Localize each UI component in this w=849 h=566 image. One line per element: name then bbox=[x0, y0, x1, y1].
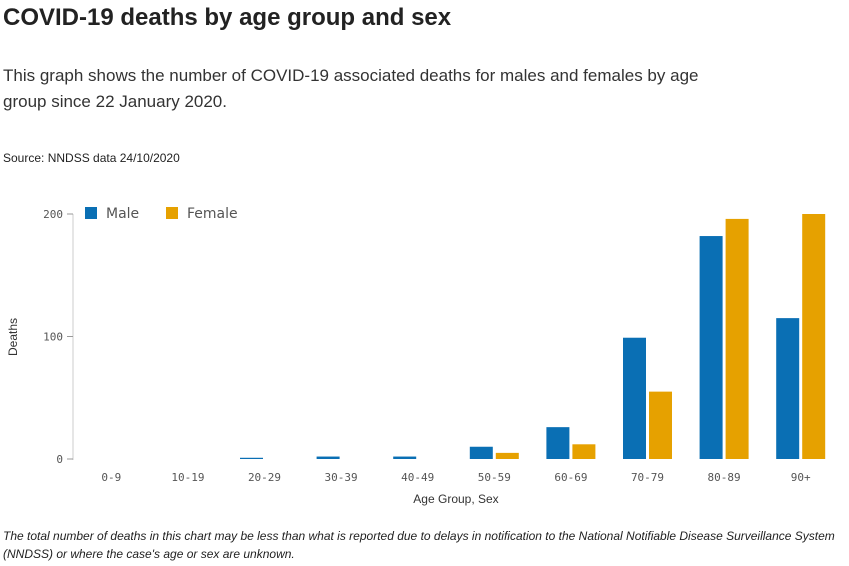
bar-male-40-49[interactable] bbox=[393, 456, 417, 459]
bar-chart: 0 100 200 0-9 10-19 20-29 30-39 40-49 50-59 60-69… bbox=[6, 206, 826, 506]
x-tick-label: 40-49 bbox=[401, 471, 434, 484]
x-tick-label: 10-19 bbox=[171, 471, 204, 484]
legend-swatch-female bbox=[166, 207, 178, 219]
legend-label-male: Male bbox=[106, 206, 139, 222]
x-tick-label: 70-79 bbox=[631, 471, 664, 484]
x-axis-label: Age Group, Sex bbox=[413, 492, 498, 506]
x-tick-label: 50-59 bbox=[478, 471, 511, 484]
bar-male-50-59[interactable] bbox=[469, 446, 493, 459]
bar-male-70-79[interactable] bbox=[623, 337, 646, 459]
x-tick-label: 80-89 bbox=[708, 471, 741, 484]
bar-female-80-89[interactable] bbox=[725, 218, 749, 459]
bar-male-30-39[interactable] bbox=[316, 456, 340, 459]
y-tick-label: 100 bbox=[43, 331, 63, 344]
x-tick-label: 90+ bbox=[791, 471, 811, 484]
footnote: The total number of deaths in this chart… bbox=[3, 529, 835, 561]
chart-legend: Male Female bbox=[85, 206, 238, 222]
bar-male-20-29[interactable] bbox=[240, 457, 263, 459]
chart-description: This graph shows the number of COVID-19 … bbox=[3, 66, 699, 111]
y-tick-label: 0 bbox=[56, 453, 63, 466]
bar-male-60-69[interactable] bbox=[546, 427, 570, 459]
legend-swatch-male bbox=[85, 207, 97, 219]
x-tick-label: 60-69 bbox=[554, 471, 587, 484]
chart-axes: 0 100 200 0-9 10-19 20-29 30-39 40-49 50-59 60-69… bbox=[43, 208, 811, 484]
y-axis-label: Deaths bbox=[6, 318, 20, 356]
bar-female-50-59[interactable] bbox=[495, 452, 519, 459]
bar-male-90+[interactable] bbox=[776, 318, 800, 459]
x-tick-label: 30-39 bbox=[325, 471, 358, 484]
page-title: COVID-19 deaths by age group and sex bbox=[3, 4, 452, 31]
chart-bars bbox=[240, 214, 826, 459]
x-tick-label: 0-9 bbox=[101, 471, 121, 484]
bar-male-80-89[interactable] bbox=[699, 236, 723, 459]
y-tick-label: 200 bbox=[43, 208, 63, 221]
bar-female-60-69[interactable] bbox=[572, 444, 596, 459]
data-source: Source: NNDSS data 24/10/2020 bbox=[3, 151, 180, 165]
bar-female-90+[interactable] bbox=[802, 214, 826, 459]
x-tick-label: 20-29 bbox=[248, 471, 281, 484]
bar-female-70-79[interactable] bbox=[649, 391, 672, 459]
legend-label-female: Female bbox=[187, 206, 238, 222]
